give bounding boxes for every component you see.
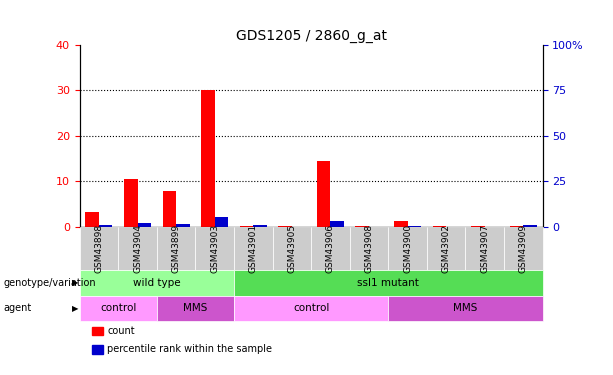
Text: GSM43904: GSM43904 bbox=[133, 224, 142, 273]
Bar bbox=[394, 221, 408, 227]
Bar bbox=[99, 225, 112, 227]
Bar bbox=[80, 227, 118, 270]
Bar bbox=[137, 223, 151, 227]
Bar bbox=[278, 226, 292, 227]
Bar bbox=[118, 227, 157, 270]
Bar bbox=[176, 224, 189, 227]
Bar bbox=[196, 227, 234, 270]
Bar bbox=[471, 226, 485, 227]
Text: control: control bbox=[293, 303, 329, 313]
Text: GSM43909: GSM43909 bbox=[519, 224, 528, 273]
Text: agent: agent bbox=[3, 303, 31, 313]
Bar bbox=[85, 212, 99, 227]
Bar bbox=[157, 296, 234, 321]
Text: ▶: ▶ bbox=[72, 304, 78, 313]
Text: wild type: wild type bbox=[133, 278, 181, 288]
Title: GDS1205 / 2860_g_at: GDS1205 / 2860_g_at bbox=[235, 28, 387, 43]
Bar bbox=[465, 227, 504, 270]
Bar bbox=[330, 221, 344, 227]
Bar bbox=[408, 226, 421, 227]
Text: MMS: MMS bbox=[453, 303, 478, 313]
Text: ssl1 mutant: ssl1 mutant bbox=[357, 278, 419, 288]
Text: GSM43908: GSM43908 bbox=[365, 224, 373, 273]
Text: GSM43901: GSM43901 bbox=[249, 224, 257, 273]
Bar bbox=[273, 227, 311, 270]
Bar bbox=[234, 270, 543, 296]
Bar bbox=[510, 226, 524, 227]
Text: genotype/variation: genotype/variation bbox=[3, 278, 96, 288]
Bar bbox=[215, 217, 228, 227]
Bar bbox=[240, 226, 253, 227]
Bar bbox=[433, 226, 446, 227]
Bar bbox=[427, 227, 465, 270]
Bar bbox=[253, 225, 267, 227]
Bar bbox=[234, 227, 273, 270]
Bar bbox=[92, 345, 103, 354]
Text: count: count bbox=[107, 326, 135, 336]
Bar bbox=[311, 227, 349, 270]
Bar bbox=[201, 90, 215, 227]
Bar bbox=[356, 226, 369, 227]
Text: GSM43905: GSM43905 bbox=[287, 224, 296, 273]
Bar bbox=[388, 227, 427, 270]
Text: GSM43907: GSM43907 bbox=[480, 224, 489, 273]
Bar bbox=[234, 296, 388, 321]
Text: GSM43906: GSM43906 bbox=[326, 224, 335, 273]
Bar bbox=[92, 327, 103, 335]
Text: GSM43900: GSM43900 bbox=[403, 224, 412, 273]
Bar bbox=[124, 179, 137, 227]
Bar bbox=[349, 227, 388, 270]
Bar bbox=[388, 296, 543, 321]
Bar bbox=[162, 190, 176, 227]
Text: percentile rank within the sample: percentile rank within the sample bbox=[107, 345, 272, 354]
Text: MMS: MMS bbox=[183, 303, 208, 313]
Text: GSM43899: GSM43899 bbox=[172, 224, 181, 273]
Bar bbox=[80, 296, 157, 321]
Text: GSM43898: GSM43898 bbox=[94, 224, 104, 273]
Bar bbox=[317, 161, 330, 227]
Bar bbox=[157, 227, 196, 270]
Text: GSM43902: GSM43902 bbox=[441, 224, 451, 273]
Text: GSM43903: GSM43903 bbox=[210, 224, 219, 273]
Bar bbox=[80, 270, 234, 296]
Bar bbox=[504, 227, 543, 270]
Text: ▶: ▶ bbox=[72, 278, 78, 287]
Text: control: control bbox=[100, 303, 137, 313]
Bar bbox=[524, 225, 537, 227]
